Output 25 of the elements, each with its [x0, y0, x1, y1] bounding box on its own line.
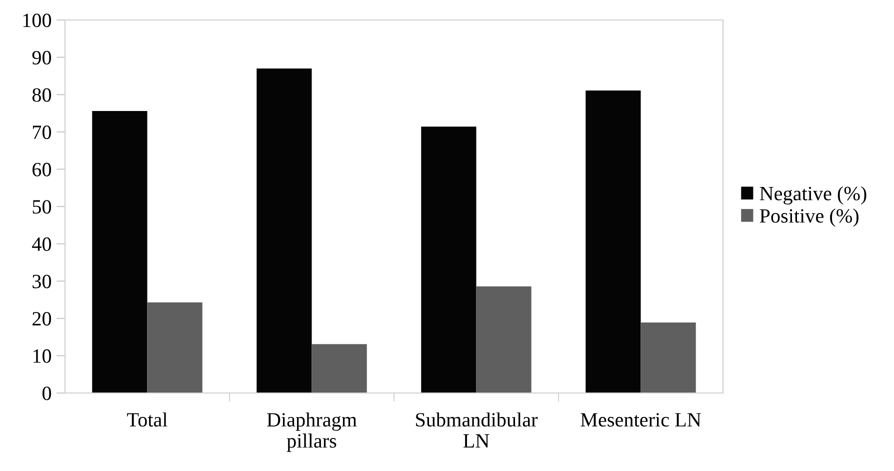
bar: [92, 111, 148, 393]
y-tick-label: 30: [32, 274, 52, 288]
bar: [312, 344, 367, 393]
bar: [640, 322, 696, 393]
y-tick-label: 60: [32, 162, 52, 176]
y-tick-label: 80: [32, 88, 52, 102]
x-tick-label: Total: [127, 412, 168, 427]
bar: [256, 68, 312, 393]
x-tick-label: Mesenteric LN: [580, 413, 701, 427]
legend-label: Positive (%): [760, 208, 858, 227]
y-tick-label: 0: [42, 386, 52, 400]
x-tick-label: Diaphragm pillars: [267, 412, 357, 452]
y-tick-label: 50: [32, 200, 52, 214]
legend-label: Negative (%): [760, 186, 866, 205]
y-tick-label: 100: [23, 14, 52, 28]
y-tick-label: 40: [32, 237, 52, 251]
y-tick-label: 70: [32, 125, 52, 140]
x-tick-label: Submandibular LN: [416, 412, 538, 448]
bar: [586, 90, 641, 393]
y-tick-label: 90: [32, 50, 52, 64]
y-tick-label: 20: [32, 312, 52, 326]
bar: [476, 286, 532, 393]
bar: [147, 302, 202, 393]
y-tick-label: 10: [33, 349, 52, 363]
bar: [421, 126, 476, 393]
